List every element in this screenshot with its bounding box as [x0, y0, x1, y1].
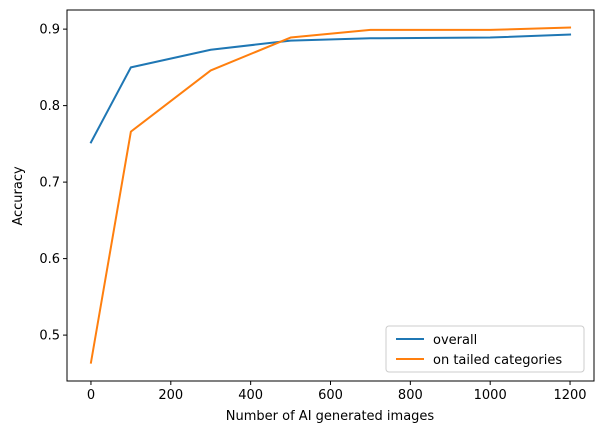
- y-axis-ticks: 0.5 0.6 0.7 0.8 0.9: [39, 23, 67, 344]
- series-lines: [89, 26, 572, 364]
- legend-label-overall: overall: [433, 333, 477, 348]
- legend-label-on-tailed-categories: on tailed categories: [433, 353, 562, 368]
- x-axis-label: Number of AI generated images: [226, 409, 435, 424]
- x-tick-label: 600: [318, 388, 343, 403]
- y-axis-label: Accuracy: [11, 166, 26, 226]
- series-line-overall: [89, 33, 572, 144]
- x-tick-label: 400: [238, 388, 263, 403]
- y-tick-label: 0.7: [39, 176, 60, 191]
- x-tick-label: 1000: [474, 388, 507, 403]
- x-axis-ticks: 0 200 400 600 800 1000 1200: [87, 381, 587, 403]
- x-tick-label: 200: [158, 388, 183, 403]
- x-tick-label: 800: [398, 388, 423, 403]
- x-tick-label: 0: [87, 388, 95, 403]
- y-tick-label: 0.6: [39, 252, 60, 267]
- y-tick-label: 0.8: [39, 99, 60, 114]
- y-tick-label: 0.9: [39, 23, 60, 38]
- series-line-on-tailed-categories: [89, 26, 572, 364]
- legend-box: [385, 325, 585, 373]
- x-tick-label: 1200: [553, 388, 586, 403]
- legend: overall on tailed categories: [385, 325, 585, 373]
- y-tick-label: 0.5: [39, 329, 60, 344]
